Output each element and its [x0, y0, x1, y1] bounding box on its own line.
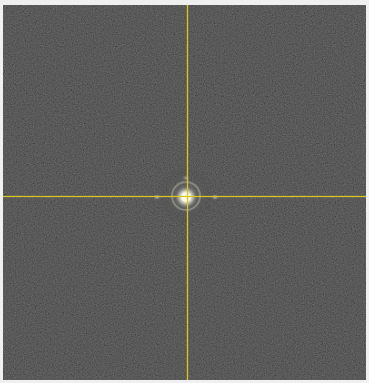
- page: (() => { const data = JSON.parse(documen…: [0, 0, 369, 383]
- image-view: [0, 0, 369, 383]
- side-spot: [181, 174, 191, 182]
